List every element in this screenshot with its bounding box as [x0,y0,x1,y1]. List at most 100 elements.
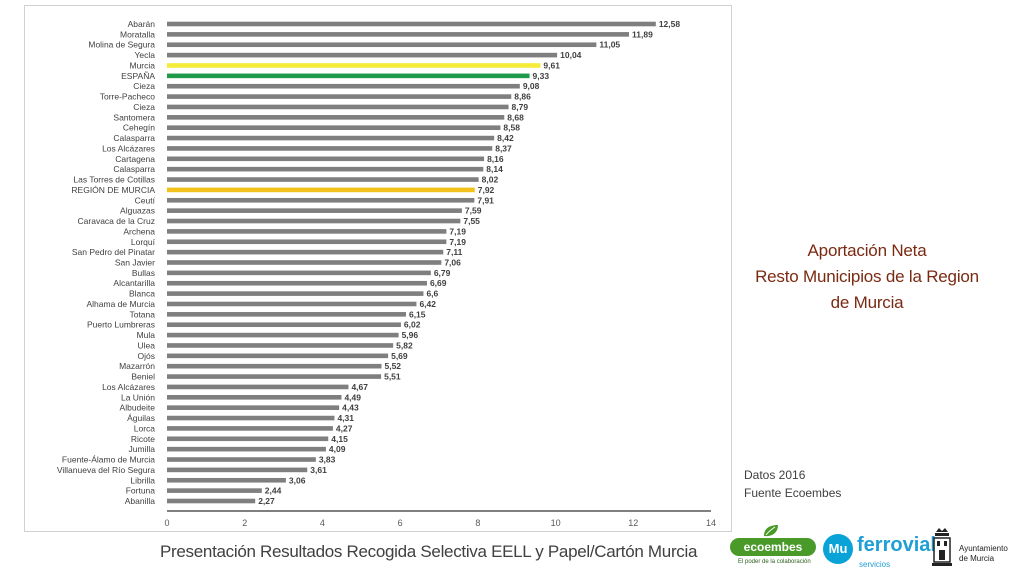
bar [167,52,558,58]
category-label: Librilla [130,475,155,485]
data-label: 7,19 [449,226,466,236]
x-tick-label: 4 [320,518,325,528]
x-tick-label: 12 [628,518,638,528]
bar [167,322,401,328]
data-label: 8,37 [495,143,512,153]
side-title-line-3: de Murcia [830,293,904,312]
category-label: Alhama de Murcia [86,299,155,309]
category-label: Calasparra [113,164,155,174]
category-label: Águilas [127,413,155,423]
data-label: 7,59 [465,206,482,216]
bar [167,280,427,286]
data-label: 6,69 [430,278,447,288]
data-label: 7,11 [446,247,462,257]
bar [167,291,424,296]
category-label: Puerto Lumbreras [87,320,155,330]
category-label: Ojós [138,351,155,361]
bar [167,249,444,255]
bar [167,94,512,99]
data-label: 8,14 [486,164,503,174]
bar [167,125,501,130]
ferrovial-tagline: servicios [859,560,891,569]
bar [167,446,326,452]
bar [167,218,461,224]
category-label: Abarán [128,19,156,29]
data-label: 10,04 [560,50,582,60]
bar [167,312,406,317]
data-label: 4,67 [351,382,368,392]
bar [167,166,484,172]
x-tick-label: 2 [242,518,247,528]
x-tick-label: 8 [475,518,480,528]
category-label: Ceutí [135,195,156,205]
bar [167,208,462,213]
data-label: 6,6 [426,289,438,299]
category-label: Archena [123,226,155,236]
bar [167,384,349,390]
category-label: Bullas [132,268,155,278]
category-label: Alguazas [120,206,155,216]
data-label: 8,16 [487,154,504,164]
category-label: La Unión [121,392,155,402]
category-label: REGIÓN DE MURCIA [71,185,155,195]
bar [167,177,479,182]
bar [167,187,475,193]
ferrovial-mark: Mu [823,534,853,564]
bar [167,146,493,151]
data-label: 6,42 [419,299,436,309]
data-label: 5,82 [396,340,413,350]
category-label: San Javier [115,258,155,268]
category-label: ESPAÑA [121,71,155,81]
ayuntamiento-line-2: de Murcia [959,554,995,563]
category-label: Lorquí [131,237,156,247]
data-label: 8,58 [503,123,520,133]
category-label: Calasparra [113,133,155,143]
data-label: 9,33 [533,71,550,81]
category-label: Albudeite [120,403,156,413]
bar [167,405,340,410]
bar [167,135,495,141]
data-label: 8,42 [497,133,514,143]
bar [167,197,475,203]
data-label: 2,27 [258,496,275,506]
bar [167,343,394,348]
data-label: 8,02 [482,175,499,185]
bar [167,415,335,421]
category-label: Los Alcázares [102,382,155,392]
ferrovial-name: ferrovial [857,534,936,556]
ecoembes-name: ecoembes [730,538,816,556]
category-label: Totana [129,309,155,319]
ecoembes-logo: ecoembes El poder de la colaboración [726,520,820,576]
data-label: 4,31 [337,413,354,423]
bar [167,467,308,473]
category-label: Yecla [135,50,156,60]
category-label: Cartagena [115,154,155,164]
bar [167,42,597,48]
data-label: 6,15 [409,309,426,319]
category-label: Cieza [133,81,155,91]
data-label: 7,92 [478,185,495,195]
category-label: Santomera [113,112,155,122]
category-label: Fuente-Álamo de Murcia [62,455,155,465]
category-label: Alcantarilla [113,278,155,288]
bar [167,395,342,400]
ayuntamiento-line-1: Ayuntamiento [959,544,1008,553]
data-label: 11,89 [632,29,653,39]
data-year-note: Datos 2016 [744,468,806,482]
x-tick-label: 10 [551,518,561,528]
data-label: 7,19 [449,237,466,247]
data-label: 6,79 [434,268,451,278]
category-label: Beniel [131,372,155,382]
category-label: Mazarrón [119,361,155,371]
data-label: 5,52 [384,361,401,371]
category-label: Las Torres de Cotillas [73,175,155,185]
category-label: Cieza [133,102,155,112]
bar [167,374,382,379]
category-label: Murcia [129,60,155,70]
bar [167,73,530,79]
crest-icon [932,528,952,566]
category-label: Jumilla [129,444,156,454]
data-label: 6,02 [404,320,421,330]
data-label: 4,43 [342,403,359,413]
category-label: Los Alcázares [102,143,155,153]
